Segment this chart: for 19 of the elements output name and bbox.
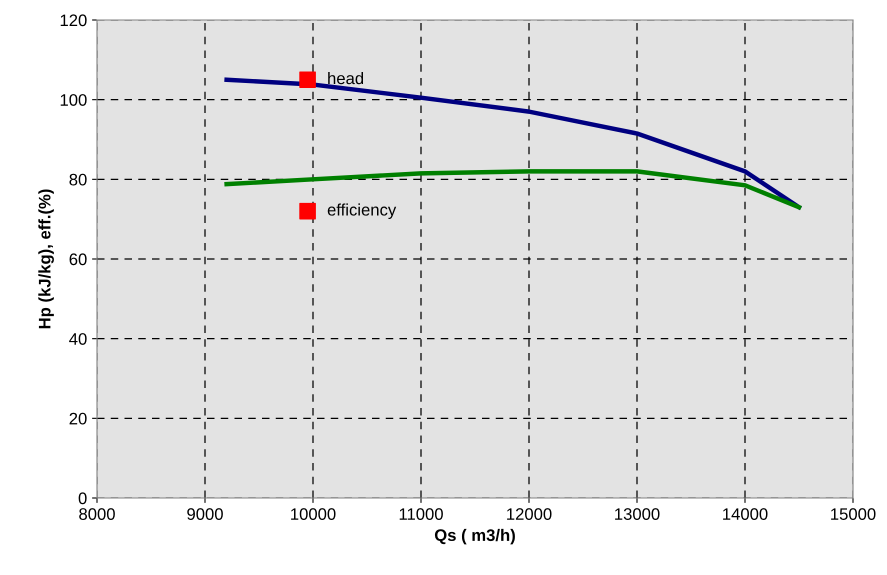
- y-axis-title: Hp (kJ/kg), eff.(%): [38, 189, 54, 328]
- x-tick-label: 10000: [291, 508, 336, 520]
- annotation: head: [328, 72, 364, 84]
- x-tick-label: 9000: [187, 508, 223, 520]
- y-tick-label: 0: [78, 492, 87, 504]
- annotation: efficiency: [328, 203, 396, 219]
- x-tick-label: 8000: [79, 508, 115, 520]
- y-tick-label: 120: [60, 14, 87, 26]
- x-tick-label: 15000: [831, 508, 876, 520]
- x-axis-title: Qs ( m3/h): [434, 528, 515, 544]
- x-tick-label: 12000: [507, 508, 552, 520]
- x-tick-label: 11000: [400, 508, 443, 520]
- y-tick-label: 40: [69, 333, 87, 345]
- y-tick-label: 20: [70, 412, 87, 425]
- y-tick-label: 60: [70, 253, 87, 266]
- y-tick-label: 100: [60, 94, 87, 106]
- x-tick-label: 14000: [723, 508, 768, 520]
- y-tick-label: 80: [69, 174, 87, 186]
- x-tick-label: 13000: [615, 508, 660, 520]
